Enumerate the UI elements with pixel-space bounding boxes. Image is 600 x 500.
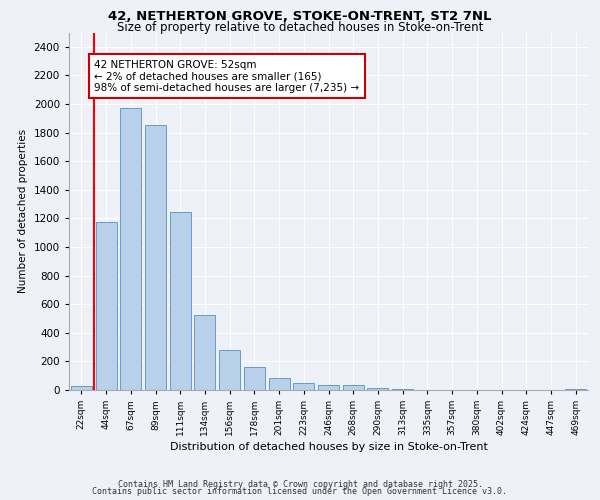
Text: 42 NETHERTON GROVE: 52sqm
← 2% of detached houses are smaller (165)
98% of semi-: 42 NETHERTON GROVE: 52sqm ← 2% of detach… (94, 60, 359, 93)
Bar (71, 386, 92, 390)
Bar (95, 222, 116, 390)
Text: 42, NETHERTON GROVE, STOKE-ON-TRENT, ST2 7NL: 42, NETHERTON GROVE, STOKE-ON-TRENT, ST2… (108, 10, 492, 23)
Text: Contains public sector information licensed under the Open Government Licence v3: Contains public sector information licen… (92, 488, 508, 496)
Text: Contains HM Land Registry data © Crown copyright and database right 2025.: Contains HM Land Registry data © Crown c… (118, 480, 482, 489)
X-axis label: Distribution of detached houses by size in Stoke-on-Trent: Distribution of detached houses by size … (170, 442, 487, 452)
Bar (244, 367, 265, 390)
Text: Size of property relative to detached houses in Stoke-on-Trent: Size of property relative to detached ho… (117, 21, 483, 34)
Y-axis label: Number of detached properties: Number of detached properties (18, 129, 28, 294)
Bar (170, 212, 191, 390)
Bar (293, 383, 314, 390)
Bar (120, 108, 141, 390)
Bar (269, 378, 290, 390)
Bar (318, 384, 339, 390)
Bar (145, 124, 166, 390)
Bar (219, 350, 240, 390)
Bar (367, 388, 388, 390)
Bar (343, 385, 364, 390)
Bar (194, 315, 215, 390)
